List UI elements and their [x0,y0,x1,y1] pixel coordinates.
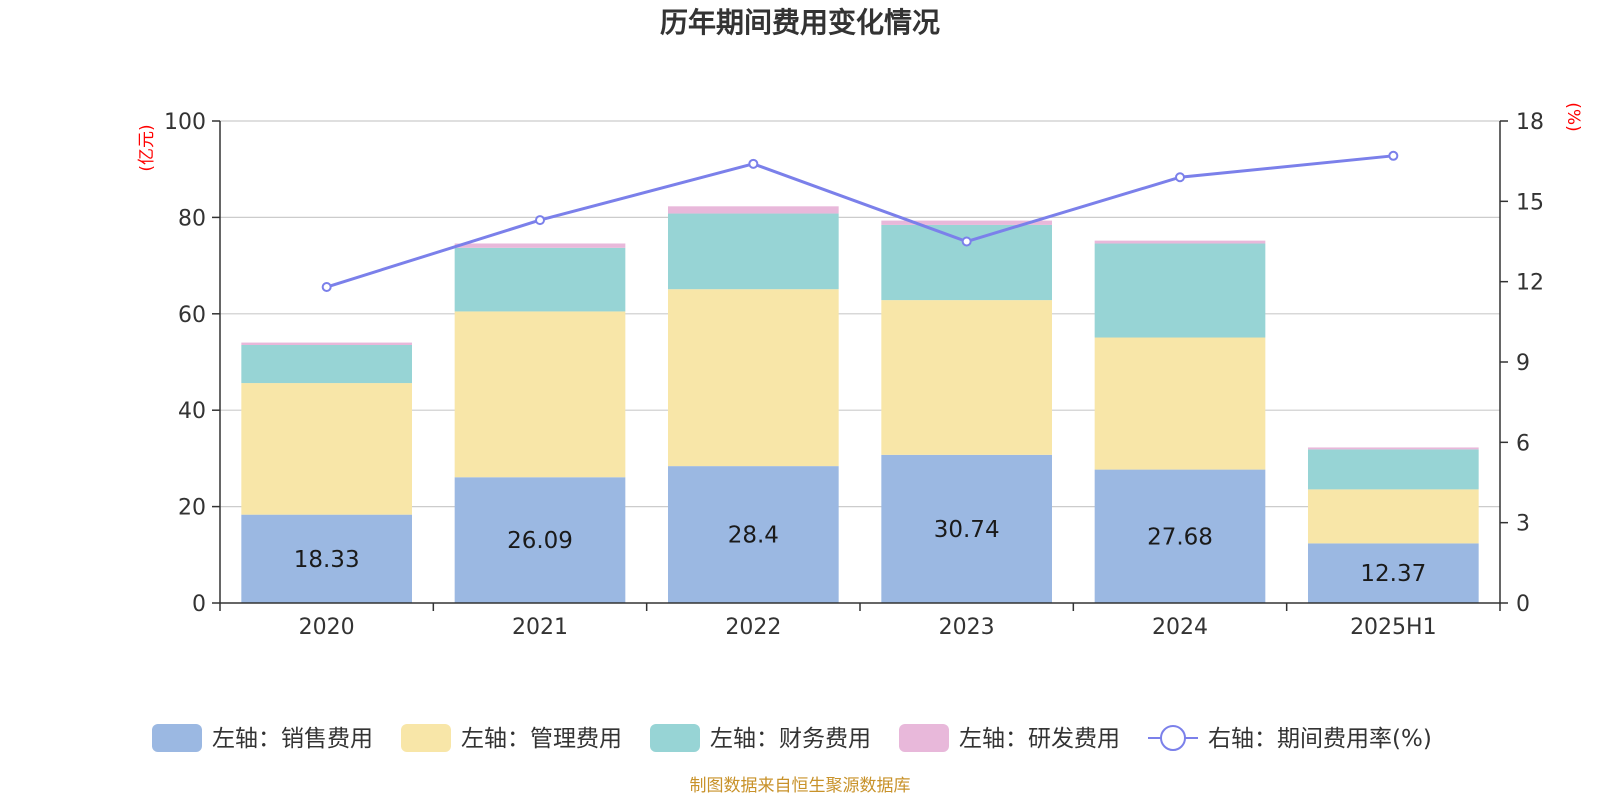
rate-point [1388,150,1399,161]
bar-segment [1094,337,1266,470]
axes: 0 20 40 60 80 100 0 3 6 9 12 15 18 2020 2021 2022 2023 20… [164,110,1544,640]
legend-marker [1160,725,1186,751]
bar-segment [1094,469,1266,603]
right-tick-label: 6 [1516,431,1530,456]
bar-segment [881,224,1052,301]
bar-segment [881,454,1052,603]
bar-segment [1094,243,1266,338]
bar-segment [241,344,412,384]
rate-point [961,236,972,247]
bar-segment [1308,543,1479,603]
right-tick-label: 3 [1516,512,1530,537]
x-tick-label: 2022 [725,615,781,640]
line-series [321,150,1399,293]
bar-value-label: 12.37 [1360,561,1426,587]
rate-point [535,215,545,226]
legend-swatch [899,724,949,752]
rate-point [321,282,332,293]
bar-segment [241,383,412,515]
left-tick-label: 80 [178,206,206,231]
bar-segment [668,466,839,603]
rate-point [1175,172,1185,183]
x-tick-label: 2024 [1152,615,1208,640]
legend-swatch [650,724,700,752]
right-tick-label: 18 [1516,110,1544,135]
right-tick-label: 9 [1516,351,1530,376]
chart-title: 历年期间费用变化情况 [660,6,940,39]
legend-swatch [401,724,451,752]
left-tick-label: 60 [178,303,206,328]
bar-segment [1308,449,1479,490]
right-axis-unit: (%) [1563,102,1583,131]
bar-segment [1308,447,1479,450]
bar-value-label: 28.4 [728,523,779,549]
bar-value-label: 18.33 [294,547,360,573]
bar-segment [668,289,839,467]
bar-value-label: 27.68 [1147,524,1213,550]
gridlines [220,120,1500,508]
x-tick-label: 2025H1 [1350,615,1437,640]
bar-segment [241,514,412,603]
bar-segment [881,300,1052,455]
bar-segment [1308,489,1479,544]
legend-label: 左轴：研发费用 [959,726,1120,752]
left-tick-label: 40 [178,399,206,424]
left-tick-label: 100 [164,110,206,135]
x-tick-label: 2021 [512,615,568,640]
bar-segment [454,311,626,478]
legend-label: 左轴：管理费用 [461,726,622,752]
legend: 左轴：销售费用 左轴：管理费用 左轴：财务费用 左轴：研发费用 右轴：期间费用率(%) [152,724,1432,752]
legend-label: 左轴：财务费用 [710,726,871,752]
rate-point [748,158,759,169]
bar-segment [668,206,839,214]
bar-segment [454,243,626,248]
bar-value-label: 26.09 [507,528,573,554]
right-tick-label: 15 [1516,190,1544,215]
right-tick-label: 12 [1516,271,1544,296]
bar-segment [241,342,412,345]
bar-segment [1094,240,1266,244]
right-tick-label: 0 [1516,592,1530,617]
left-axis-unit: (亿元) [137,124,157,171]
bar-segment [454,247,626,312]
x-tick-label: 2023 [939,615,995,640]
bar-series: 18.33 26.09 28.4 30.74 27.68 12.37 [241,206,1479,603]
bar-segment [881,220,1052,225]
left-tick-label: 0 [192,592,206,617]
bar-segment [668,213,839,290]
legend-swatch [152,724,202,752]
legend-label: 左轴：销售费用 [212,726,373,752]
bar-segment [454,477,626,603]
legend-label: 右轴：期间费用率(%) [1208,726,1432,752]
rate-line [326,154,1394,289]
x-tick-label: 2020 [299,615,355,640]
bar-value-label: 30.74 [934,517,1000,543]
source-note: 制图数据来自恒生聚源数据库 [690,776,911,796]
left-tick-label: 20 [178,496,206,521]
